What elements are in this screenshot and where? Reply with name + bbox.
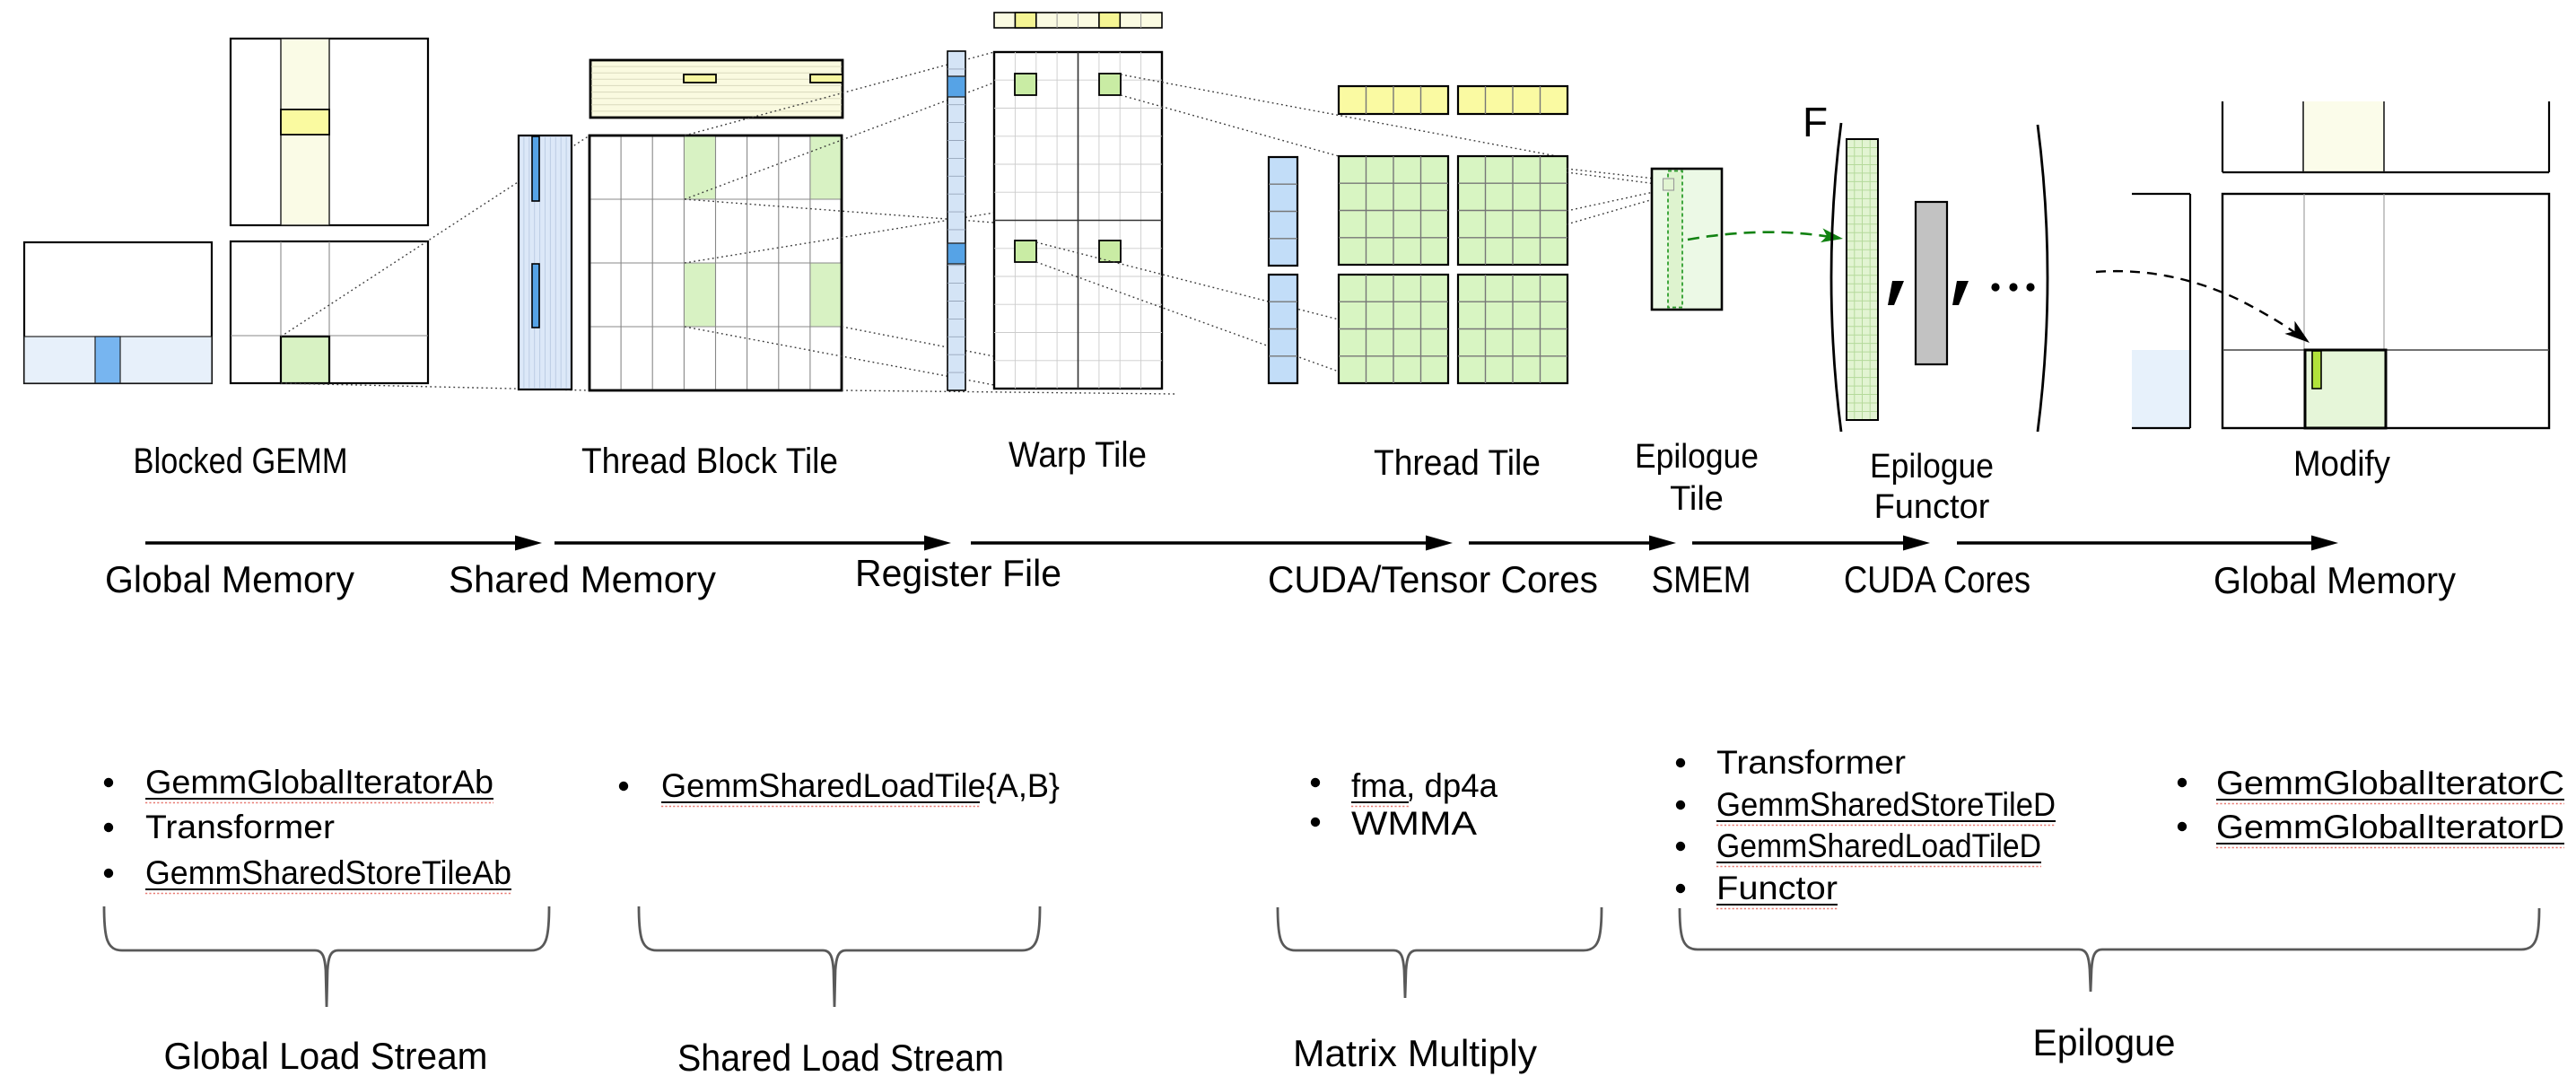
svg-text:Register File: Register File: [855, 552, 1061, 594]
svg-text:Transformer: Transformer: [1716, 744, 1906, 781]
svg-text:Thread Tile: Thread Tile: [1374, 443, 1541, 483]
svg-text:Global Memory: Global Memory: [105, 558, 354, 600]
svg-text:GemmGlobalIteratorAb: GemmGlobalIteratorAb: [145, 764, 493, 801]
svg-text:Thread Block Tile: Thread Block Tile: [581, 442, 838, 481]
svg-text:F: F: [1803, 99, 1828, 145]
svg-text:CUDA Cores: CUDA Cores: [1844, 558, 2030, 600]
svg-text:GemmGlobalIteratorD: GemmGlobalIteratorD: [2216, 809, 2564, 845]
svg-text:GemmSharedLoadTileD: GemmSharedLoadTileD: [1716, 827, 2041, 864]
svg-text:Tile: Tile: [1670, 480, 1724, 518]
svg-text:Epilogue: Epilogue: [2033, 1021, 2176, 1063]
svg-text:Functor: Functor: [1716, 870, 1838, 906]
svg-text:Shared Load Stream: Shared Load Stream: [677, 1037, 1004, 1079]
svg-text:GemmGlobalIteratorC: GemmGlobalIteratorC: [2216, 765, 2564, 801]
svg-text:Transformer: Transformer: [145, 809, 335, 845]
svg-text:Functor: Functor: [1874, 488, 1990, 526]
svg-text:SMEM: SMEM: [1652, 558, 1751, 600]
svg-text:Epilogue: Epilogue: [1870, 448, 1994, 486]
svg-text:fma, dp4a: fma, dp4a: [1351, 767, 1498, 804]
svg-text:GemmSharedStoreTileAb: GemmSharedStoreTileAb: [145, 854, 511, 891]
svg-text:Matrix Multiply: Matrix Multiply: [1293, 1032, 1537, 1074]
svg-text:CUDA/Tensor Cores: CUDA/Tensor Cores: [1268, 558, 1598, 600]
svg-text:Global Load Stream: Global Load Stream: [164, 1035, 488, 1077]
svg-text:Blocked GEMM: Blocked GEMM: [134, 442, 348, 481]
svg-text:Warp Tile: Warp Tile: [1009, 435, 1147, 475]
svg-text:Modify: Modify: [2293, 444, 2390, 484]
svg-text:GemmSharedLoadTile{A,B}: GemmSharedLoadTile{A,B}: [661, 767, 1060, 804]
svg-text:Global Memory: Global Memory: [2214, 559, 2456, 601]
svg-text:Shared Memory: Shared Memory: [449, 558, 716, 600]
svg-text:GemmSharedStoreTileD: GemmSharedStoreTileD: [1716, 786, 2056, 823]
svg-text:Epilogue: Epilogue: [1635, 438, 1759, 476]
svg-text:WMMA: WMMA: [1351, 805, 1477, 842]
